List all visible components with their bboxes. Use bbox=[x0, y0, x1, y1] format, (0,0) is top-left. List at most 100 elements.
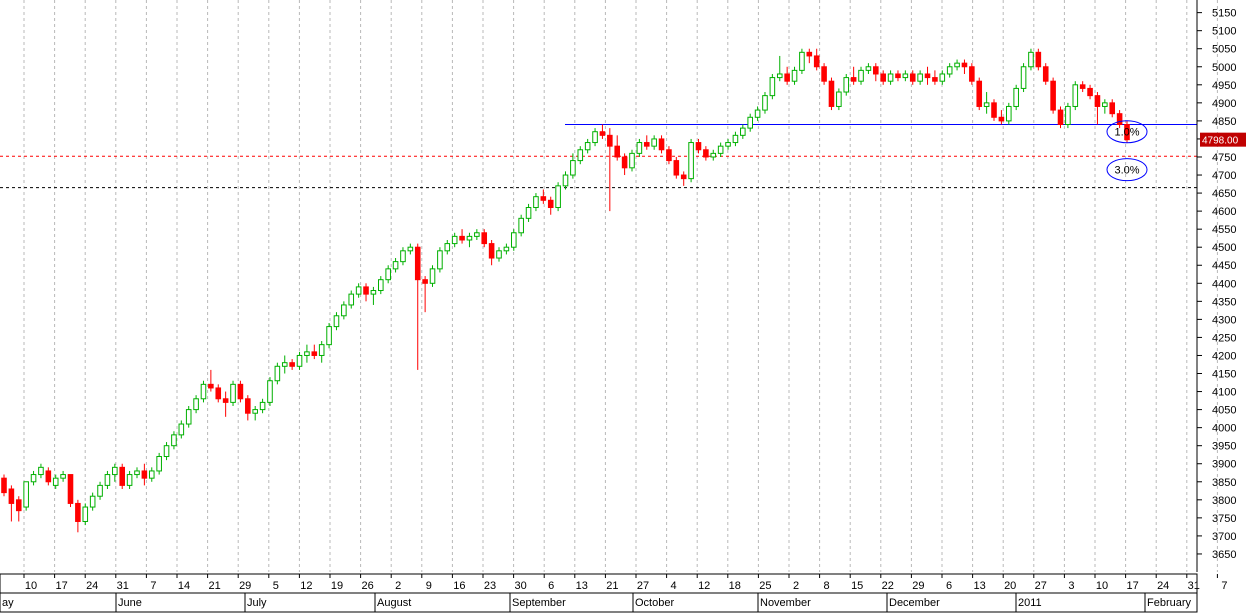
x-axis: 10 17 24 31 7 14 21 29 5 12 19 26 2 9 16 23 30 6 13 21 27 4 12… bbox=[0, 573, 1227, 613]
candle-body bbox=[82, 506, 89, 522]
candle-body bbox=[673, 160, 680, 176]
candle-body bbox=[629, 152, 635, 169]
candle-body bbox=[474, 232, 480, 237]
candle-body bbox=[1072, 84, 1079, 107]
date-label: 14 bbox=[178, 580, 190, 592]
date-label: 31 bbox=[117, 580, 129, 592]
candle-body bbox=[769, 77, 776, 97]
candle-body bbox=[547, 199, 554, 209]
candle-body bbox=[939, 73, 946, 82]
candle-body bbox=[710, 152, 717, 158]
candle-body bbox=[414, 246, 421, 281]
candle-body bbox=[717, 145, 724, 154]
date-label: 20 bbox=[1004, 580, 1016, 592]
y-tick-label: 3750 bbox=[1212, 513, 1236, 525]
candle-body bbox=[533, 196, 539, 209]
candle-body bbox=[67, 474, 74, 504]
candle-body bbox=[363, 286, 369, 295]
candle-body bbox=[134, 470, 140, 476]
candle-body bbox=[422, 279, 428, 284]
y-tick-label: 4250 bbox=[1212, 332, 1236, 344]
candle-body bbox=[392, 261, 399, 270]
date-label: 7 bbox=[1221, 580, 1227, 592]
percent-ellipse bbox=[1106, 120, 1148, 144]
date-label: 12 bbox=[698, 580, 710, 592]
y-tick-label: 4900 bbox=[1212, 98, 1236, 110]
candle-body bbox=[651, 138, 657, 147]
candle-body bbox=[333, 315, 340, 328]
y-tick-label: 5100 bbox=[1212, 26, 1236, 38]
date-label: 24 bbox=[1157, 580, 1169, 592]
candle-body bbox=[858, 69, 864, 82]
y-tick-label: 3900 bbox=[1212, 459, 1236, 471]
candle-body bbox=[326, 326, 332, 346]
candle-body bbox=[1102, 102, 1108, 107]
date-label: 16 bbox=[453, 580, 465, 592]
y-tick-label: 4350 bbox=[1212, 296, 1236, 308]
candle-body bbox=[185, 409, 192, 425]
y-tick-label: 4400 bbox=[1212, 278, 1236, 290]
candle-body bbox=[75, 502, 81, 522]
candle-body bbox=[1, 477, 7, 494]
date-label: 27 bbox=[637, 580, 649, 592]
y-tick-label: 4450 bbox=[1212, 260, 1236, 272]
candle-body bbox=[969, 66, 975, 82]
candle-body bbox=[378, 279, 384, 292]
date-label: 9 bbox=[426, 580, 432, 592]
candle-body bbox=[15, 499, 22, 512]
candle-body bbox=[592, 131, 598, 144]
candle-body bbox=[791, 69, 798, 82]
candle-body bbox=[245, 398, 251, 414]
candle-body bbox=[429, 268, 436, 284]
candle-body bbox=[281, 362, 288, 367]
candle-body bbox=[983, 102, 990, 107]
candle-body bbox=[828, 80, 835, 107]
date-label: 17 bbox=[1126, 580, 1138, 592]
y-tick-label: 4300 bbox=[1212, 314, 1236, 326]
date-label: 2 bbox=[793, 580, 799, 592]
candle-body bbox=[385, 268, 391, 281]
date-label: 26 bbox=[361, 580, 373, 592]
candle-body bbox=[873, 66, 879, 75]
candle-body bbox=[695, 142, 702, 151]
date-label: 31 bbox=[1188, 580, 1200, 592]
candle-body bbox=[178, 423, 185, 436]
candle-body bbox=[1087, 87, 1093, 97]
candle-body bbox=[222, 398, 229, 403]
candle-body bbox=[1057, 109, 1064, 126]
candle-body bbox=[747, 116, 753, 129]
candle-body bbox=[370, 290, 377, 295]
candle-body bbox=[481, 232, 488, 245]
date-label: 8 bbox=[824, 580, 830, 592]
y-tick-label: 4100 bbox=[1212, 387, 1236, 399]
date-label: 10 bbox=[25, 580, 37, 592]
candles bbox=[1, 48, 1130, 533]
candle-body bbox=[584, 142, 591, 151]
y-tick-label: 4950 bbox=[1212, 80, 1236, 92]
y-tick-label: 5000 bbox=[1212, 62, 1236, 74]
candle-body bbox=[1005, 105, 1012, 122]
date-label: 2 bbox=[395, 580, 401, 592]
candle-body bbox=[754, 109, 761, 118]
candle-body bbox=[1020, 66, 1027, 89]
month-label: July bbox=[247, 597, 267, 609]
month-label: November bbox=[760, 597, 811, 609]
candle-body bbox=[570, 160, 576, 176]
annotations: 1.0% 3.0% bbox=[1106, 120, 1148, 182]
candle-body bbox=[208, 383, 214, 389]
candle-body bbox=[89, 495, 96, 508]
horizontal-lines bbox=[0, 124, 1197, 189]
date-label: 19 bbox=[331, 580, 343, 592]
date-label: 5 bbox=[273, 580, 279, 592]
date-label: 10 bbox=[1096, 580, 1108, 592]
y-tick-label: 5050 bbox=[1212, 44, 1236, 56]
candle-body bbox=[126, 474, 133, 486]
candle-body bbox=[643, 142, 650, 147]
y-tick-label: 3850 bbox=[1212, 477, 1236, 489]
month-label: June bbox=[118, 597, 142, 609]
candle-body bbox=[252, 409, 258, 414]
date-label: 22 bbox=[882, 580, 894, 592]
candle-body bbox=[259, 401, 266, 411]
candle-body bbox=[289, 362, 295, 367]
candle-body bbox=[296, 354, 303, 367]
